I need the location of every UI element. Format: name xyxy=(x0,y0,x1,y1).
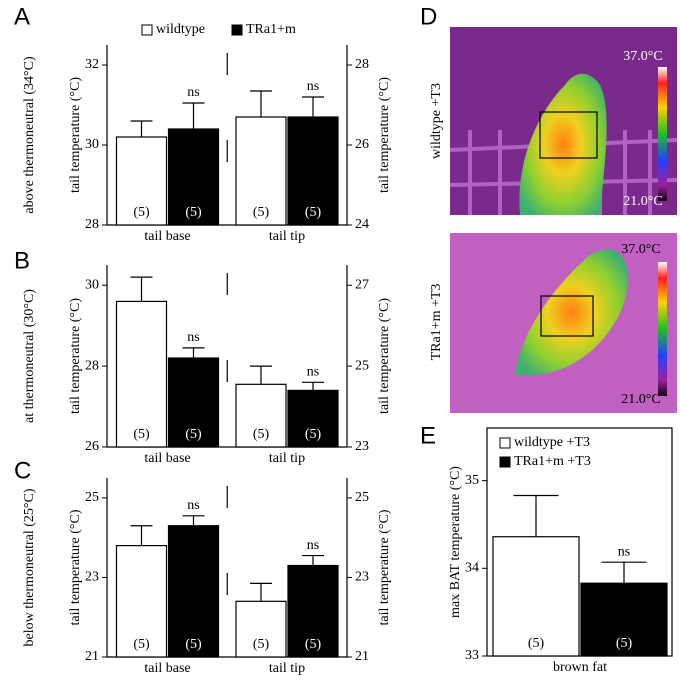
scale-min: 21.0°C xyxy=(621,392,660,407)
row-label: below thermoneutral (25°C) xyxy=(22,488,37,646)
panel-letter: D xyxy=(420,3,437,30)
y2-axis-label: tail temperature (°C) xyxy=(377,509,392,625)
n-label: (5) xyxy=(253,205,270,220)
scale-min: 21.0°C xyxy=(623,194,662,209)
y-tick-label: 28 xyxy=(85,217,99,232)
row-label: above thermoneutral (34°C) xyxy=(22,56,37,214)
significance-label: ns xyxy=(187,85,199,100)
n-label: (5) xyxy=(253,637,270,652)
n-label: (5) xyxy=(185,427,202,442)
bar xyxy=(287,116,339,226)
n-label: (5) xyxy=(133,427,150,442)
y2-axis-label: tail temperature (°C) xyxy=(377,77,392,193)
x-tick-label: tail tip xyxy=(269,451,305,466)
y-tick-label: 28 xyxy=(85,358,99,373)
bar xyxy=(167,357,220,448)
significance-label: ns xyxy=(307,365,319,380)
significance-label: ns xyxy=(307,79,319,94)
bar xyxy=(115,545,168,658)
x-tick-label: tail tip xyxy=(269,661,305,676)
y-tick-label: 34 xyxy=(465,561,479,576)
significance-label: ns xyxy=(307,538,319,553)
bar xyxy=(167,128,220,226)
y2-tick-label: 25 xyxy=(355,490,369,505)
y-tick-label: 32 xyxy=(85,57,99,72)
y2-tick-label: 23 xyxy=(355,439,369,454)
y-tick-label: 33 xyxy=(465,648,479,663)
x-tick-label: tail base xyxy=(144,451,190,466)
y-tick-label: 21 xyxy=(85,649,99,664)
bar xyxy=(235,383,287,448)
n-label: (5) xyxy=(616,636,633,651)
legend-label: wildtype +T3 xyxy=(514,435,590,450)
bar xyxy=(492,536,580,657)
y2-tick-label: 28 xyxy=(355,57,369,72)
row-label: at thermoneutral (30°C) xyxy=(22,289,37,423)
bar xyxy=(287,564,339,658)
y-tick-label: 26 xyxy=(85,439,99,454)
y2-tick-label: 26 xyxy=(355,137,369,152)
legend-label: wildtype xyxy=(156,22,205,37)
n-label: (5) xyxy=(305,637,322,652)
bar xyxy=(287,389,339,448)
significance-label: ns xyxy=(187,330,199,345)
n-label: (5) xyxy=(185,637,202,652)
y2-axis-label: tail temperature (°C) xyxy=(377,298,392,414)
n-label: (5) xyxy=(133,205,150,220)
y-axis-label: tail temperature (°C) xyxy=(68,509,83,625)
significance-label: ns xyxy=(618,544,630,559)
y2-tick-label: 23 xyxy=(355,570,369,585)
panel-letter: E xyxy=(420,422,436,449)
legend-swatch xyxy=(231,24,243,36)
panel-letter: C xyxy=(14,457,31,484)
y-tick-label: 30 xyxy=(85,277,99,292)
bar xyxy=(580,582,668,657)
n-label: (5) xyxy=(185,205,202,220)
legend-swatch xyxy=(141,24,153,36)
n-label: (5) xyxy=(528,636,545,651)
significance-label: ns xyxy=(187,498,199,513)
thermal-image xyxy=(450,233,677,413)
x-tick-label: brown fat xyxy=(553,660,607,675)
legend-swatch xyxy=(499,437,511,449)
y2-tick-label: 21 xyxy=(355,649,369,664)
y-tick-label: 35 xyxy=(465,473,479,488)
panel-letter: B xyxy=(14,247,30,274)
y2-tick-label: 25 xyxy=(355,358,369,373)
image-label: wildtype +T3 xyxy=(429,83,444,159)
n-label: (5) xyxy=(305,205,322,220)
panel-letter: A xyxy=(14,3,30,30)
y-axis-label: tail temperature (°C) xyxy=(68,298,83,414)
n-label: (5) xyxy=(133,637,150,652)
x-tick-label: tail tip xyxy=(269,229,305,244)
n-label: (5) xyxy=(253,427,270,442)
bar xyxy=(115,300,168,448)
n-label: (5) xyxy=(305,427,322,442)
y-tick-label: 25 xyxy=(85,490,99,505)
legend-swatch xyxy=(499,456,511,468)
image-label: TRa1+m +T3 xyxy=(429,284,444,361)
scale-max: 37.0°C xyxy=(621,242,660,257)
bar xyxy=(167,525,220,658)
y-tick-label: 23 xyxy=(85,570,99,585)
y2-tick-label: 24 xyxy=(355,217,369,232)
x-tick-label: tail base xyxy=(144,661,190,676)
legend-label: TRa1+m xyxy=(246,22,296,37)
y-axis-label: tail temperature (°C) xyxy=(68,77,83,193)
y2-tick-label: 27 xyxy=(355,277,369,292)
bar xyxy=(235,116,287,226)
legend-label: TRa1+m +T3 xyxy=(514,454,591,469)
bar xyxy=(235,600,287,658)
bar xyxy=(115,136,168,226)
y-tick-label: 30 xyxy=(85,137,99,152)
thermal-image xyxy=(449,27,678,215)
scale-max: 37.0°C xyxy=(623,49,662,64)
x-tick-label: tail base xyxy=(144,229,190,244)
y-axis-label: max BAT temperature (°C) xyxy=(448,466,463,618)
